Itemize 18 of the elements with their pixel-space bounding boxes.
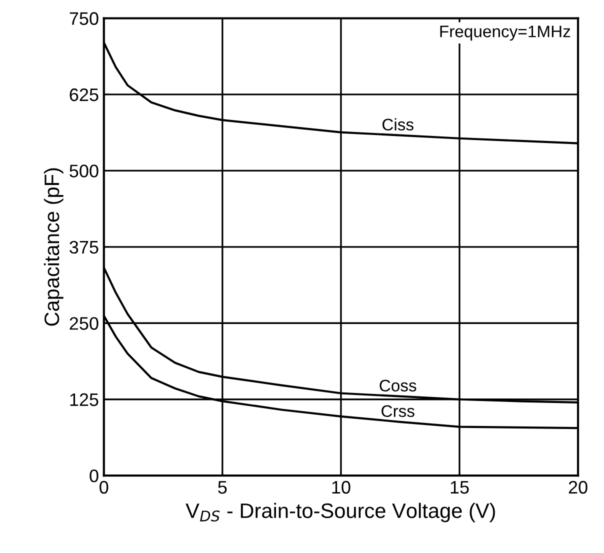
y-axis-title: Capacitance (pF) — [44, 168, 64, 326]
y-tick-label: 375 — [70, 240, 98, 254]
annotation: Frequency=1MHz — [440, 26, 570, 41]
series-label: Ciss — [382, 118, 414, 131]
y-tick-label: 250 — [70, 317, 98, 330]
y-tick-label: 625 — [70, 88, 98, 102]
series-label: Crss — [382, 405, 414, 418]
x-axis-title: V$_{DS}$ - Drain-to-Source Voltage (V) — [186, 502, 495, 522]
x-tick-label: 5 — [218, 481, 227, 494]
x-tick-label: 10 — [332, 480, 350, 494]
y-tick-label: 125 — [70, 393, 98, 406]
x-tick-label: 0 — [100, 480, 108, 494]
x-tick-label: 15 — [450, 481, 469, 494]
y-tick-label: 750 — [70, 12, 98, 25]
series-label: Coss — [380, 380, 416, 392]
x-tick-label: 20 — [568, 480, 588, 494]
y-tick-label: 0 — [90, 470, 98, 482]
y-tick-label: 500 — [70, 164, 98, 178]
